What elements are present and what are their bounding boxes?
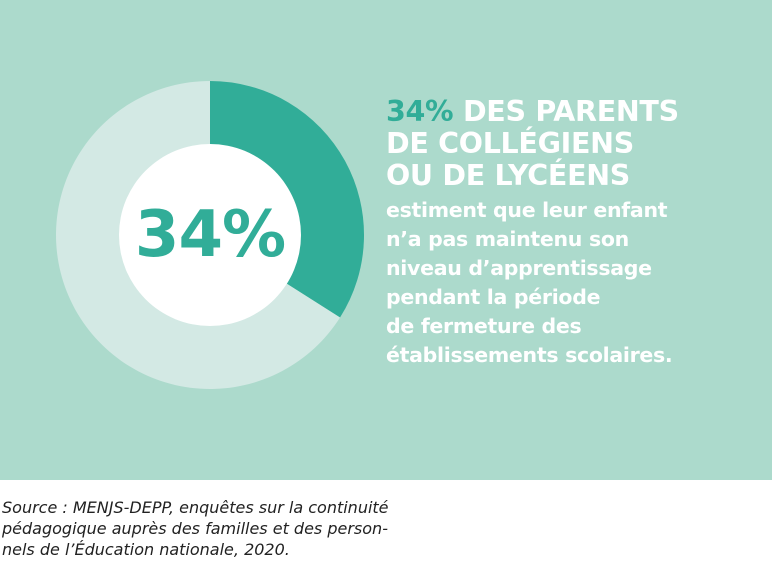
source-line: nels de l’Éducation nationale, 2020. [2,540,290,559]
headline-line2: DE COLLÉGIENS [386,127,634,160]
body-line: établissements scolaires. [386,343,673,367]
source-note: Source : MENJS-DEPP, enquêtes sur la con… [2,497,522,560]
donut-center-label: 34% [134,198,286,272]
body-line: pendant la période [386,285,601,309]
headline-line1-rest: DES PARENTS [462,95,679,128]
statement-block: 34% DES PARENTS DE COLLÉGIENS OU DE LYCÉ… [386,96,766,370]
donut-svg [56,81,365,390]
headline-percent: 34% [386,95,454,128]
headline: 34% DES PARENTS DE COLLÉGIENS OU DE LYCÉ… [386,96,766,192]
headline-line3: OU DE LYCÉENS [386,159,631,192]
body-line: estiment que leur enfant [386,198,668,222]
source-line: pédagogique auprès des familles et des p… [2,519,388,538]
statement-body: estiment que leur enfant n’a pas mainten… [386,196,766,370]
body-line: niveau d’apprentissage [386,256,652,280]
source-line: Source : MENJS-DEPP, enquêtes sur la con… [2,498,389,517]
infographic-panel: 34% 34% DES PARENTS DE COLLÉGIENS OU DE … [0,0,772,480]
body-line: de fermeture des [386,314,582,338]
body-line: n’a pas maintenu son [386,227,629,251]
donut-hole [119,144,301,326]
donut-chart: 34% [55,80,365,390]
